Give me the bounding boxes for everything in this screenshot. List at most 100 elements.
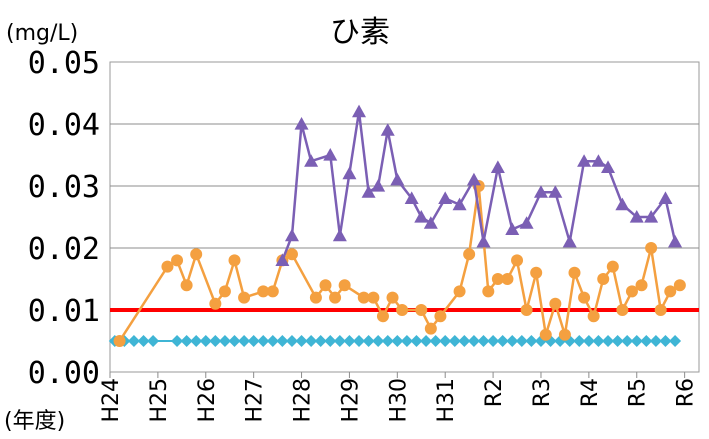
data-point-circle (578, 291, 591, 304)
data-point-triangle (562, 234, 577, 248)
data-point-triangle (577, 154, 592, 167)
x-tick-label: R3 (530, 378, 555, 407)
data-point-diamond (372, 335, 385, 347)
data-point-circle (511, 254, 524, 267)
data-point-triangle (380, 123, 395, 136)
data-point-circle (597, 273, 610, 285)
data-point-diamond (362, 335, 375, 347)
data-point-triangle (404, 191, 419, 204)
data-point-diamond (602, 335, 615, 347)
data-point-triangle (533, 185, 548, 198)
data-point-circle (616, 304, 629, 316)
series-layer (108, 104, 686, 347)
data-point-triangle (352, 104, 367, 118)
data-point-diamond (218, 335, 231, 347)
data-point-diamond (199, 335, 212, 347)
data-point-diamond (381, 335, 394, 347)
data-point-diamond (295, 335, 308, 347)
data-point-diamond (127, 335, 140, 347)
data-point-diamond (238, 335, 251, 347)
data-point-circle (625, 285, 638, 298)
data-point-circle (558, 328, 571, 341)
data-point-diamond (285, 335, 298, 347)
x-tick-label: R5 (626, 378, 651, 407)
data-point-diamond (515, 335, 528, 347)
data-point-triangle (615, 197, 630, 211)
data-point-diamond (147, 335, 160, 347)
y-axis-unit-label: (mg/L) (6, 21, 78, 46)
data-point-diamond (611, 335, 624, 347)
data-point-diamond (448, 335, 461, 347)
y-tick-label: 0.02 (28, 232, 100, 267)
data-point-triangle (294, 117, 309, 130)
data-point-circle (673, 279, 686, 292)
data-point-diamond (305, 335, 318, 347)
data-point-diamond (669, 335, 682, 347)
data-point-diamond (314, 335, 327, 347)
data-point-diamond (257, 335, 270, 347)
data-point-circle (338, 279, 351, 292)
data-point-diamond (180, 335, 193, 347)
data-point-circle (606, 260, 619, 273)
x-tick-label: H31 (434, 378, 459, 423)
data-point-circle (113, 335, 126, 347)
data-point-circle (539, 328, 552, 341)
data-point-diamond (420, 335, 433, 347)
data-point-circle (367, 291, 380, 304)
data-point-diamond (324, 335, 337, 347)
data-point-circle (654, 304, 667, 316)
data-point-circle (161, 260, 174, 273)
data-point-triangle (284, 228, 299, 242)
data-point-diamond (171, 335, 184, 347)
x-axis-tick-labels: H24 H25 H26 H27 H28 H29 H30 H31 R2 R3 R4 R5 R6 (99, 378, 699, 423)
data-point-circle (453, 285, 466, 298)
y-tick-label: 0.01 (28, 294, 100, 329)
data-point-diamond (458, 335, 471, 347)
data-point-diamond (467, 335, 480, 347)
y-axis-tick-labels: 0.00 0.01 0.02 0.03 0.04 0.05 (28, 46, 100, 391)
data-point-diamond (343, 335, 356, 347)
x-tick-label: H27 (243, 378, 268, 423)
data-point-triangle (361, 185, 376, 198)
data-point-diamond (630, 335, 643, 347)
data-point-circle (396, 304, 409, 316)
x-tick-label: H25 (147, 378, 172, 423)
data-point-triangle (466, 172, 481, 186)
data-point-circle (635, 279, 648, 292)
series-circle (113, 180, 686, 347)
data-point-circle (386, 291, 399, 304)
data-point-circle (285, 248, 298, 261)
series-triangle (275, 104, 683, 266)
y-tick-label: 0.04 (28, 108, 100, 143)
data-point-circle (587, 310, 600, 323)
data-point-diamond (353, 335, 366, 347)
data-point-diamond (659, 335, 672, 347)
data-point-diamond (429, 335, 442, 347)
data-point-triangle (304, 154, 319, 167)
data-point-circle (171, 254, 184, 267)
data-point-circle (415, 304, 428, 316)
data-point-diamond (266, 335, 279, 347)
data-point-triangle (275, 253, 290, 266)
data-point-circle (218, 285, 231, 298)
x-axis-label: (年度) (4, 409, 65, 434)
data-point-circle (568, 266, 581, 279)
data-point-circle (266, 285, 279, 298)
data-point-triangle (438, 191, 453, 204)
data-point-triangle (548, 185, 563, 198)
x-tick-label: H26 (195, 378, 220, 423)
data-point-diamond (391, 335, 404, 347)
data-point-diamond (276, 335, 289, 347)
x-tick-label: H24 (99, 378, 124, 423)
data-point-diamond (506, 335, 519, 347)
data-point-circle (180, 279, 193, 292)
chart-title: ひ素 (330, 15, 390, 50)
data-point-diamond (333, 335, 346, 347)
data-point-triangle (390, 172, 405, 186)
data-point-circle (530, 266, 543, 279)
y-tick-label: 0.00 (28, 356, 100, 391)
data-point-diamond (410, 335, 423, 347)
data-point-circle (376, 310, 389, 323)
data-point-triangle (668, 234, 683, 248)
data-point-circle (501, 273, 514, 285)
